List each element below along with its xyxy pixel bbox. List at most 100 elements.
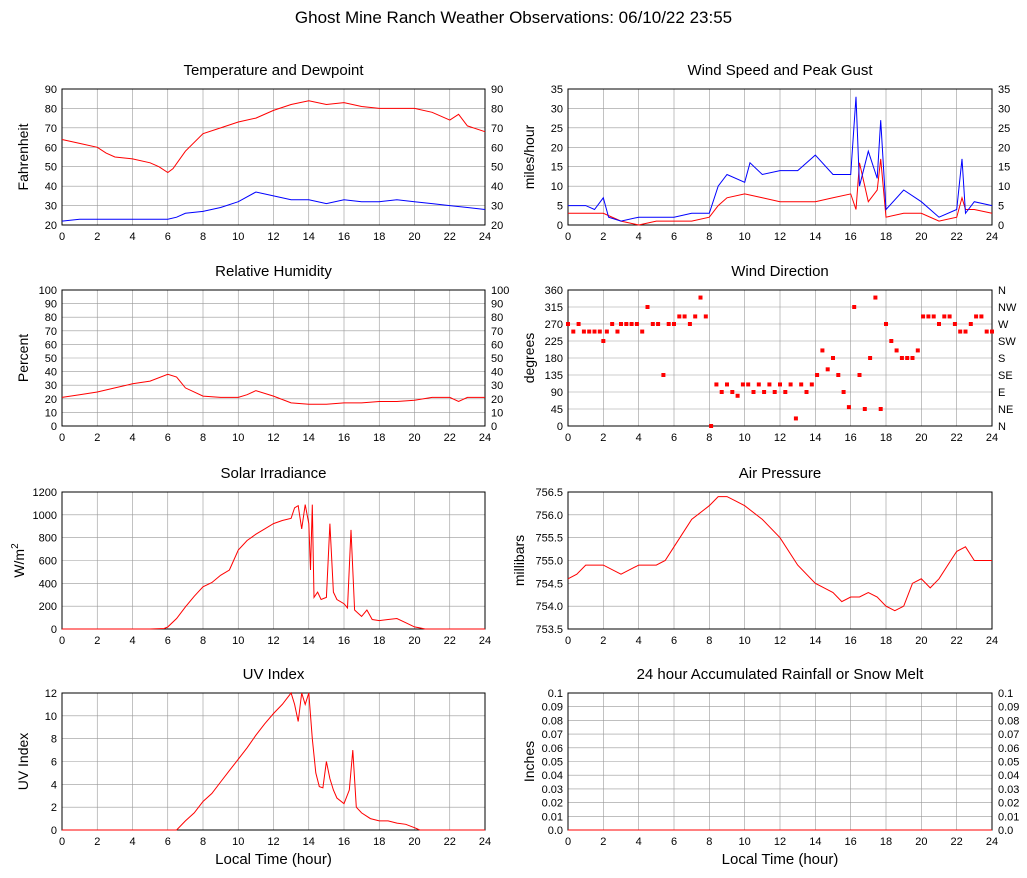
x-tick-label: 10 xyxy=(232,432,244,444)
x-tick-label: 14 xyxy=(303,836,315,848)
series-line xyxy=(568,158,993,226)
x-tick-label: 12 xyxy=(267,635,279,647)
x-tick-label: 10 xyxy=(232,635,244,647)
y-tick-label: 15 xyxy=(551,162,563,174)
right-y-tick-label: 5 xyxy=(998,201,1004,213)
x-tick-label: 24 xyxy=(479,231,491,243)
y-tick-label: 270 xyxy=(545,319,563,331)
y-tick-label: 60 xyxy=(45,339,57,351)
plot-frame xyxy=(61,491,486,630)
right-y-tick-label: 80 xyxy=(491,103,503,115)
data-point xyxy=(958,329,963,334)
data-point xyxy=(804,390,809,394)
x-tick-label: 24 xyxy=(986,635,998,647)
data-point xyxy=(772,390,777,394)
x-axis-label: Local Time (hour) xyxy=(215,851,332,868)
y-tick-label: 0 xyxy=(557,421,563,433)
x-tick-label: 8 xyxy=(200,432,206,444)
right-y-tick-label: 30 xyxy=(998,103,1010,115)
data-point xyxy=(868,356,873,360)
x-tick-label: 22 xyxy=(951,231,963,243)
y-tick-label: 30 xyxy=(551,103,563,115)
data-point xyxy=(788,382,793,387)
y-tick-label: 10 xyxy=(45,407,57,419)
right-y-tick-label: 0.07 xyxy=(998,729,1019,741)
y-tick-label: 70 xyxy=(45,123,57,135)
x-tick-label: 6 xyxy=(671,635,677,647)
right-y-tick-label: 50 xyxy=(491,162,503,174)
data-point xyxy=(793,416,798,421)
data-point xyxy=(841,390,846,394)
right-y-tick-label: 30 xyxy=(491,201,503,213)
y-tick-label: 30 xyxy=(45,201,57,213)
x-tick-label: 14 xyxy=(303,432,315,444)
x-tick-label: 0 xyxy=(565,635,571,647)
x-tick-label: 16 xyxy=(338,231,350,243)
x-tick-label: 14 xyxy=(809,231,821,243)
chart-title: Wind Direction xyxy=(731,263,829,280)
right-y-tick-label: SE xyxy=(998,370,1013,382)
y-tick-label: 90 xyxy=(45,84,57,96)
y-tick-label: 20 xyxy=(45,220,57,232)
x-tick-label: 10 xyxy=(232,836,244,848)
x-tick-label: 4 xyxy=(129,836,135,848)
data-point xyxy=(884,322,888,326)
x-tick-label: 18 xyxy=(373,231,385,243)
y-tick-label: 0.06 xyxy=(542,743,563,755)
right-y-tick-label: 15 xyxy=(998,162,1010,174)
x-tick-label: 10 xyxy=(739,635,751,647)
right-y-tick-label: N xyxy=(998,421,1006,433)
x-tick-label: 2 xyxy=(94,836,100,848)
y-tick-label: 0.0 xyxy=(548,825,563,837)
right-y-tick-label: 0.1 xyxy=(998,688,1013,700)
right-y-tick-label: 40 xyxy=(491,181,503,193)
x-tick-label: 4 xyxy=(129,231,135,243)
x-tick-label: 12 xyxy=(774,836,786,848)
plot-frame xyxy=(567,289,993,427)
y-tick-label: 755.5 xyxy=(535,533,563,545)
y-tick-label: 0 xyxy=(51,421,57,433)
x-tick-label: 6 xyxy=(165,836,171,848)
x-tick-label: 0 xyxy=(59,635,65,647)
data-point xyxy=(979,314,984,319)
x-tick-label: 0 xyxy=(59,836,65,848)
data-point xyxy=(735,393,740,398)
y-tick-label: 80 xyxy=(45,312,57,324)
x-tick-label: 4 xyxy=(129,432,135,444)
data-point xyxy=(634,322,639,326)
data-point xyxy=(952,322,957,326)
x-tick-label: 14 xyxy=(809,836,821,848)
right-y-tick-label: 60 xyxy=(491,339,503,351)
x-tick-label: 6 xyxy=(671,231,677,243)
x-tick-label: 20 xyxy=(408,231,420,243)
data-point xyxy=(629,322,634,326)
x-tick-label: 16 xyxy=(338,432,350,444)
x-tick-label: 12 xyxy=(267,836,279,848)
y-tick-label: 70 xyxy=(45,326,57,338)
y-tick-label: 90 xyxy=(551,387,563,399)
right-y-tick-label: 100 xyxy=(491,285,509,297)
x-tick-label: 18 xyxy=(880,836,892,848)
y-tick-label: 20 xyxy=(551,142,563,154)
data-point xyxy=(661,373,666,377)
y-tick-label: 756.0 xyxy=(535,510,563,522)
right-y-tick-label: 50 xyxy=(491,353,503,365)
x-tick-label: 4 xyxy=(129,635,135,647)
right-y-tick-label: 0 xyxy=(491,421,497,433)
x-tick-label: 6 xyxy=(671,836,677,848)
right-y-tick-label: 0.06 xyxy=(998,743,1019,755)
x-tick-label: 20 xyxy=(915,231,927,243)
y-tick-label: 40 xyxy=(45,181,57,193)
data-point xyxy=(783,390,788,394)
x-tick-label: 24 xyxy=(479,635,491,647)
y-axis-label: miles/hour xyxy=(521,124,537,189)
x-tick-label: 14 xyxy=(303,231,315,243)
data-point xyxy=(809,382,814,387)
data-point xyxy=(931,314,936,319)
y-tick-label: 0.05 xyxy=(542,757,563,769)
data-point xyxy=(968,322,973,326)
series-line xyxy=(61,373,485,405)
data-point xyxy=(650,322,655,326)
x-tick-label: 20 xyxy=(915,635,927,647)
chart-rain: 0.00.010.020.030.040.050.060.070.080.090… xyxy=(521,666,1019,868)
